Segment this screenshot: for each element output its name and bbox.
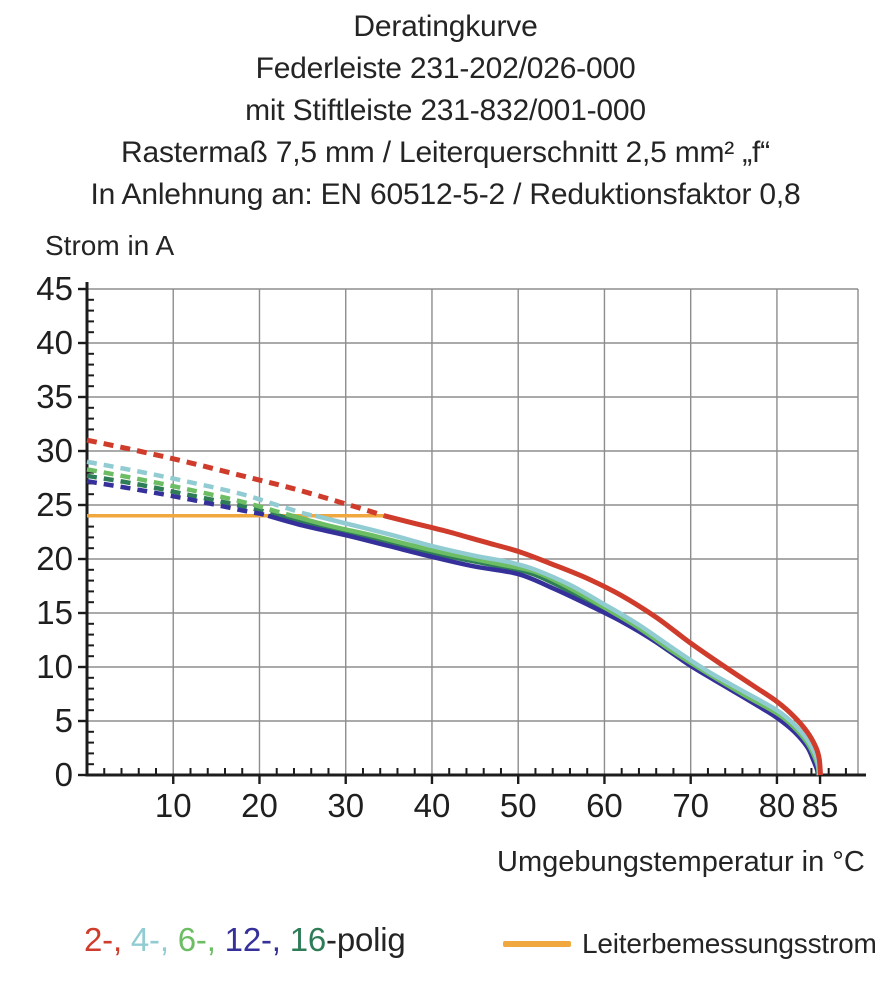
series-2-polig-dashed xyxy=(86,437,386,519)
y-tick-label: 10 xyxy=(36,648,73,685)
series-4-polig-solid xyxy=(314,513,822,776)
chart-title-block: Deratingkurve Federleiste 231-202/026-00… xyxy=(0,6,891,216)
x-tick-label: 30 xyxy=(327,787,364,824)
series-6-polig-solid xyxy=(291,513,822,776)
series-2-polig-solid xyxy=(383,513,823,776)
y-tick-label: 25 xyxy=(36,486,73,523)
title-line-3: mit Stiftleiste 231-832/001-000 xyxy=(245,94,646,127)
poles-legend-part: -polig xyxy=(326,921,406,958)
y-tick-label: 15 xyxy=(36,594,73,631)
x-axis-title: Umgebungstemperatur in °C xyxy=(497,846,865,878)
x-tick-label: 85 xyxy=(802,787,839,824)
x-tick-label: 50 xyxy=(500,787,537,824)
series-12-polig-solid xyxy=(267,513,821,776)
rated-current-label: Leiterbemessungsstrom xyxy=(582,928,877,959)
series-16-polig-dashed xyxy=(86,473,280,518)
y-tick-label: 5 xyxy=(55,702,73,739)
rated-current-line-swatch xyxy=(503,941,571,947)
poles-legend-part: 6-, xyxy=(168,921,216,958)
y-tick-label: 45 xyxy=(36,270,73,307)
y-tick-label: 20 xyxy=(36,540,73,577)
y-tick-label: 35 xyxy=(36,378,73,415)
y-tick-label: 30 xyxy=(36,432,73,469)
poles-legend-part: 4-, xyxy=(121,921,169,958)
series-4-polig-dashed xyxy=(86,459,316,519)
y-tick-label: 0 xyxy=(55,756,73,793)
title-line-5: In Anlehnung an: EN 60512-5-2 / Reduktio… xyxy=(90,178,801,211)
x-tick-label: 40 xyxy=(414,787,451,824)
title-line-2: Federleiste 231-202/026-000 xyxy=(255,52,636,85)
x-tick-label: 70 xyxy=(672,787,709,824)
poles-legend-part: 2-, xyxy=(84,921,122,958)
series-16-polig-solid xyxy=(278,513,821,776)
poles-legend: 2-, 4-, 6-, 12-, 16-polig xyxy=(84,921,406,959)
x-tick-label: 60 xyxy=(586,787,623,824)
title-line-1: Deratingkurve xyxy=(353,10,538,43)
series-12-polig-dashed xyxy=(86,478,269,518)
x-tick-label: 80 xyxy=(759,787,796,824)
rated-current-legend: Leiterbemessungsstrom xyxy=(503,925,877,963)
poles-legend-part: 12-, xyxy=(215,921,281,958)
series-6-polig-dashed xyxy=(86,467,293,518)
poles-legend-part: 16 xyxy=(280,921,327,958)
y-tick-label: 40 xyxy=(36,324,73,361)
y-axis-title: Strom in A xyxy=(45,230,175,261)
x-tick-label: 20 xyxy=(241,787,278,824)
x-tick-label: 10 xyxy=(155,787,192,824)
title-line-4: Rastermaß 7,5 mm / Leiterquerschnitt 2,5… xyxy=(121,136,770,169)
